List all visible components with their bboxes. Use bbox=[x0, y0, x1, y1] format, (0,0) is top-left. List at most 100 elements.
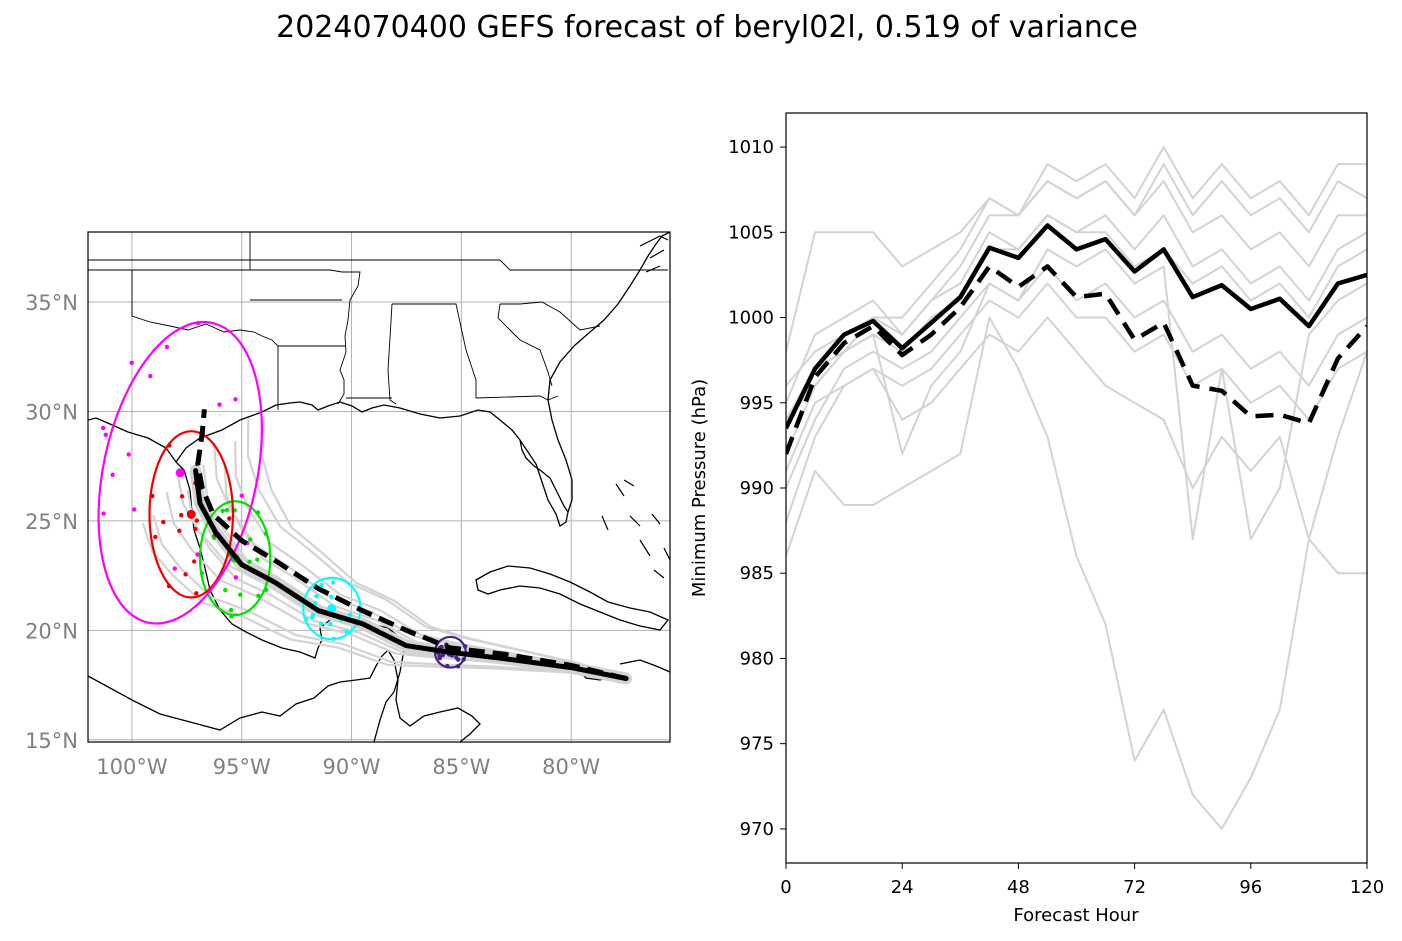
member-position-dot bbox=[148, 373, 153, 379]
uncertainty-ellipse bbox=[198, 500, 272, 617]
map-lon-tick-label: 90°W bbox=[323, 755, 381, 779]
y-axis-label: Minimum Pressure (hPa) bbox=[689, 379, 710, 597]
track-map: 100°W 95°W 90°W 85°W 80°W 15°N 20°N 25°N 30°N 35°… bbox=[25, 231, 671, 779]
x-tick-label: 0 bbox=[780, 877, 791, 898]
y-tick-label: 970 bbox=[740, 819, 774, 840]
member-position-dot bbox=[238, 592, 243, 597]
ensemble-member-line bbox=[786, 316, 1367, 541]
x-tick-label: 120 bbox=[1350, 877, 1384, 898]
y-tick-label: 995 bbox=[740, 393, 774, 414]
map-tick-labels: 100°W 95°W 90°W 85°W 80°W 15°N 20°N 25°N 30°N 35°… bbox=[25, 291, 600, 779]
x-tick-label: 72 bbox=[1123, 877, 1146, 898]
member-position-dot bbox=[256, 593, 261, 598]
ensemble-member-track bbox=[261, 419, 627, 680]
mean-pressure-line bbox=[786, 223, 1367, 430]
x-tick-label: 96 bbox=[1239, 877, 1262, 898]
member-position-dot bbox=[437, 655, 443, 661]
x-tick-label: 24 bbox=[891, 877, 914, 898]
member-position-dot bbox=[183, 572, 188, 577]
map-lon-tick-label: 80°W bbox=[542, 755, 600, 779]
map-lon-tick-label: 85°W bbox=[432, 755, 490, 779]
member-position-dot bbox=[328, 621, 333, 627]
y-tick-label: 980 bbox=[740, 648, 774, 669]
member-position-dot bbox=[239, 493, 244, 498]
member-position-dot bbox=[129, 360, 134, 365]
member-position-dot bbox=[110, 472, 115, 477]
ensemble-member-line bbox=[786, 163, 1367, 352]
member-position-dot bbox=[132, 507, 137, 512]
state-boundaries bbox=[88, 232, 668, 410]
member-position-dot bbox=[195, 552, 200, 557]
ellipse-center-dot bbox=[175, 468, 185, 478]
member-position-dot bbox=[314, 594, 319, 599]
member-position-dot bbox=[103, 432, 109, 437]
figure-title: 2024070400 GEFS forecast of beryl02l, 0.… bbox=[276, 10, 1138, 45]
ensemble-member-line bbox=[786, 146, 1367, 387]
x-tick-label: 48 bbox=[1007, 877, 1030, 898]
member-position-dot bbox=[161, 519, 166, 525]
map-lat-tick-label: 25°N bbox=[25, 510, 78, 534]
us-east-coast-detail bbox=[639, 235, 669, 273]
ensemble-member-line bbox=[786, 214, 1367, 404]
member-position-dot bbox=[192, 559, 197, 564]
ellipse-center-dot bbox=[327, 603, 337, 613]
bahamas-islands bbox=[601, 479, 670, 579]
member-position-dot bbox=[247, 559, 252, 564]
y-tick-label: 990 bbox=[740, 478, 774, 499]
pressure-ticks: 0 24 48 72 96 120 970 975 980 985 990 995 1000 1005 10… bbox=[728, 137, 1384, 898]
member-position-dot bbox=[310, 612, 316, 618]
member-position-dot bbox=[348, 612, 353, 617]
ensemble-member-track bbox=[141, 522, 627, 680]
uncertainty-ellipse bbox=[97, 320, 263, 625]
map-lat-tick-label: 35°N bbox=[25, 291, 78, 315]
ensemble-member-line bbox=[786, 316, 1367, 830]
member-position-dot bbox=[319, 621, 324, 626]
y-tick-label: 1010 bbox=[728, 137, 774, 158]
y-tick-label: 1005 bbox=[728, 222, 774, 243]
member-position-dot bbox=[194, 591, 199, 596]
member-position-dot bbox=[220, 508, 225, 514]
pressure-series-layer bbox=[786, 146, 1367, 830]
member-position-dot bbox=[179, 494, 185, 499]
texas-louisiana-coast bbox=[175, 401, 569, 528]
ellipse-center-dot bbox=[186, 509, 196, 519]
member-position-dot bbox=[456, 657, 461, 662]
cuba-coastline bbox=[475, 565, 670, 631]
florida-atlantic-coast bbox=[547, 232, 670, 513]
member-position-dot bbox=[233, 575, 239, 580]
pressure-chart: 0 24 48 72 96 120 970 975 980 985 990 995 1000 1005 10… bbox=[689, 112, 1384, 926]
ensemble-member-line bbox=[786, 265, 1367, 489]
member-position-dot bbox=[193, 526, 198, 532]
uncertainty-ellipse bbox=[148, 430, 235, 599]
member-position-dot bbox=[255, 557, 260, 562]
map-lon-tick-label: 100°W bbox=[96, 755, 168, 779]
member-position-dot bbox=[233, 397, 238, 402]
map-lon-tick-label: 95°W bbox=[213, 755, 271, 779]
control-track bbox=[195, 409, 627, 681]
member-position-dot bbox=[319, 582, 324, 588]
central-america-coast bbox=[88, 648, 481, 742]
member-position-dot bbox=[194, 518, 199, 523]
map-frame bbox=[87, 231, 671, 743]
member-position-dot bbox=[177, 528, 182, 533]
y-tick-label: 975 bbox=[740, 734, 774, 755]
dashed-pressure-line bbox=[786, 264, 1367, 455]
member-position-dot bbox=[228, 607, 234, 613]
member-position-dot bbox=[248, 537, 253, 542]
map-lat-tick-label: 30°N bbox=[25, 400, 78, 424]
map-lat-tick-label: 15°N bbox=[25, 729, 78, 753]
member-position-dot bbox=[329, 594, 334, 599]
y-tick-label: 1000 bbox=[728, 308, 774, 329]
member-position-dot bbox=[126, 452, 131, 457]
x-axis-label: Forecast Hour bbox=[1013, 905, 1139, 926]
member-position-dot bbox=[172, 566, 177, 571]
member-position-dot bbox=[227, 516, 232, 521]
member-position-dot bbox=[223, 587, 228, 593]
member-position-dot bbox=[330, 580, 336, 585]
ensemble-member-line bbox=[786, 248, 1367, 541]
member-position-dot bbox=[217, 402, 222, 407]
ensemble-member-track bbox=[152, 514, 627, 680]
member-position-dot bbox=[224, 507, 230, 513]
hispaniola-coastline bbox=[619, 659, 670, 673]
